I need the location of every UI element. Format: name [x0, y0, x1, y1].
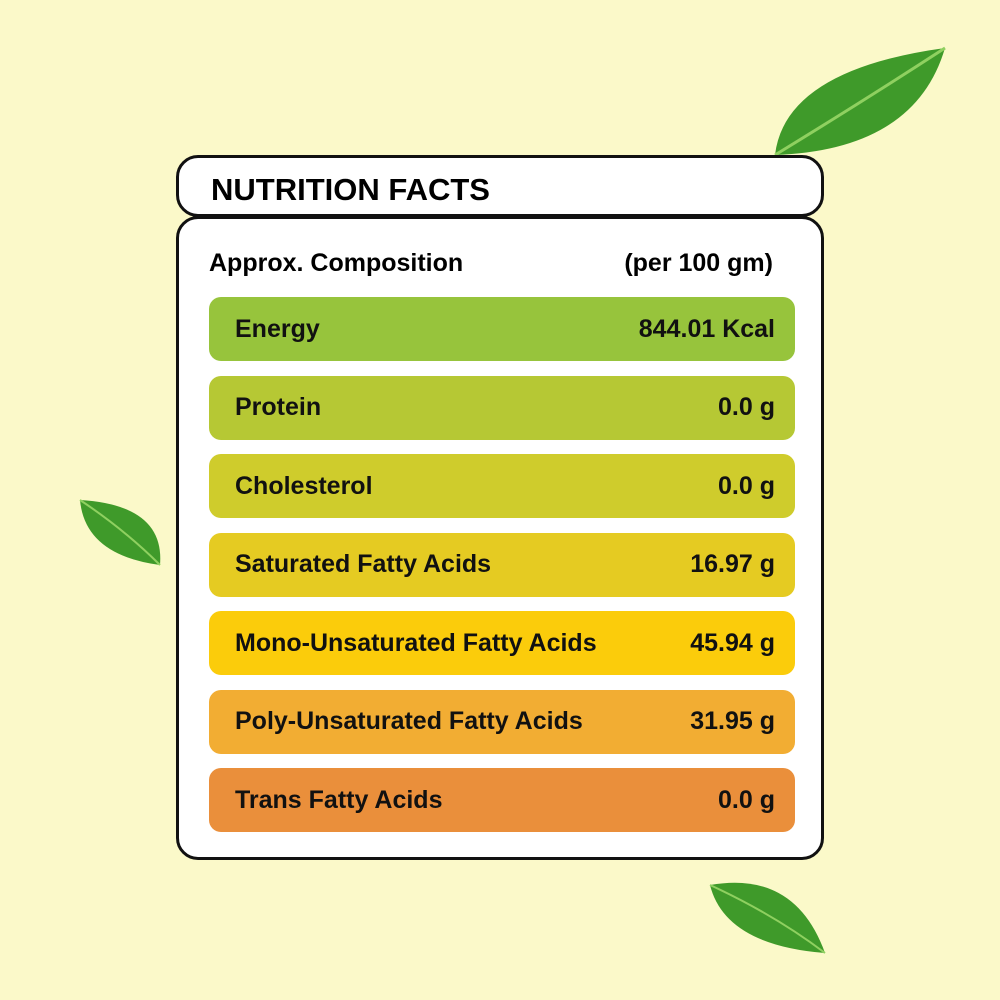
value: 844.01 Kcal — [638, 314, 775, 343]
value: 45.94 g — [690, 628, 775, 657]
nutrient: Cholesterol — [235, 471, 373, 500]
row: Mono-Unsaturated Fatty Acids 45.94 g — [209, 611, 795, 675]
nutrient: Protein — [235, 393, 322, 421]
nutrient: Trans Fatty Acids — [235, 785, 443, 814]
title: NUTRITION FACTS — [211, 172, 490, 207]
label: Approx. Composition — [209, 249, 464, 277]
table-header: Approx. Composition (per 100 gm) — [209, 249, 773, 278]
row: Protein 0.0 g — [209, 375, 795, 440]
value: 16.97 g — [690, 550, 775, 578]
table: Approx. Composition (per 100 gm) Energy 84… — [176, 216, 824, 860]
row: Energy 844.01 Kcal — [209, 297, 795, 361]
row: Cholesterol 0.0 g — [209, 454, 795, 518]
nutrient: Saturated Fatty Acids — [235, 550, 492, 578]
value: 0.0 g — [718, 393, 775, 421]
title-box: NUTRITION FACTS — [176, 155, 824, 217]
leaf — [709, 882, 826, 954]
nutrient: Mono-Unsaturated Fatty Acids — [235, 628, 597, 657]
nutrient: Poly-Unsaturated Fatty Acids — [235, 707, 583, 735]
value: 0.0 g — [718, 785, 775, 814]
value: 0.0 g — [718, 471, 775, 500]
value: 31.95 g — [690, 707, 775, 735]
row: Poly-Unsaturated Fatty Acids 31.95 g — [209, 689, 795, 754]
row: Saturated Fatty Acids 16.97 g — [209, 532, 795, 597]
leaf — [774, 46, 946, 157]
unit: (per 100 gm) — [624, 249, 773, 277]
leaf — [79, 499, 161, 566]
nutrient: Energy — [235, 314, 320, 343]
row: Trans Fatty Acids 0.0 g — [209, 768, 795, 832]
